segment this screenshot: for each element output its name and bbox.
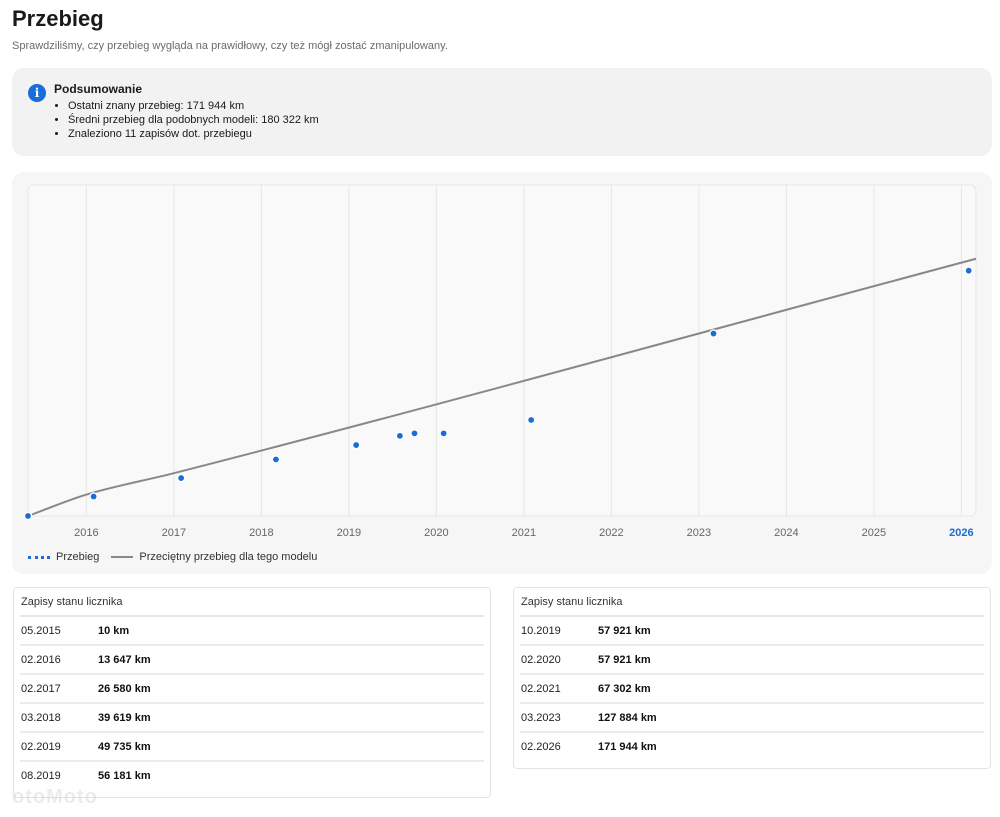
x-tick-label-2016: 2016 <box>74 527 98 539</box>
mileage-chart[interactable]: 2016 2017 2018 2019 2020 2021 2022 2023 2024 2025… <box>12 172 992 544</box>
x-tick-label-2023: 2023 <box>687 527 711 539</box>
record-km: 67 302 km <box>598 683 651 695</box>
data-point-mileage-6 <box>410 429 419 438</box>
table-row: 02.2016 13 647 km <box>20 646 484 675</box>
record-km: 10 km <box>98 625 130 637</box>
record-date: 08.2019 <box>21 770 61 782</box>
record-date: 03.2018 <box>21 712 61 724</box>
record-date: 02.2019 <box>21 741 61 753</box>
table-row: 02.2026 171 944 km <box>520 733 984 762</box>
summary-title: Podsumowanie <box>54 82 143 96</box>
x-tick-label-2021: 2021 <box>512 527 536 539</box>
data-point-mileage-9 <box>709 329 718 338</box>
summary-list: Ostatni znany przebieg: 171 944 km Średn… <box>68 99 319 141</box>
data-point-mileage-5 <box>395 431 405 441</box>
data-point-mileage-1 <box>89 492 98 501</box>
table-row: 02.2019 49 735 km <box>20 733 484 762</box>
summary-item-records-count: Znaleziono 11 zapisów dot. przebiegu <box>68 127 319 141</box>
table-row: 03.2023 127 884 km <box>520 704 984 733</box>
record-km: 13 647 km <box>98 654 151 666</box>
mileage-chart-card: 2016 2017 2018 2019 2020 2021 2022 2023 2024 2025… <box>12 172 992 574</box>
legend-item-mileage[interactable]: Przebieg <box>28 551 99 563</box>
legend-label-average: Przeciętny przebieg dla tego modelu <box>139 551 318 563</box>
record-km: 171 944 km <box>598 741 657 753</box>
plot-area <box>27 184 977 517</box>
x-tick-label-2025: 2025 <box>862 527 886 539</box>
page-title: Przebieg <box>12 6 104 31</box>
x-tick-label-2019: 2019 <box>337 527 361 539</box>
data-point-mileage-0 <box>23 511 33 521</box>
summary-item-last-mileage: Ostatni znany przebieg: 171 944 km <box>68 99 319 113</box>
data-point-mileage-3 <box>271 455 281 464</box>
series-line-average <box>27 257 977 517</box>
record-date: 02.2026 <box>521 741 561 753</box>
legend-swatch-average <box>111 556 134 558</box>
record-km: 127 884 km <box>598 712 657 724</box>
records-table-left: Zapisy stanu licznika 05.2015 10 km 02.20… <box>13 587 491 798</box>
x-tick-label-2020: 2020 <box>424 527 448 539</box>
page-subtitle: Sprawdziliśmy, czy przebieg wygląda na p… <box>12 40 448 52</box>
records-header: Zapisy stanu licznika <box>520 588 984 617</box>
data-point-mileage-2 <box>176 473 186 483</box>
data-point-mileage-10 <box>964 266 974 275</box>
summary-item-average-mileage: Średni przebieg dla podobnych modeli: 18… <box>68 113 319 127</box>
record-date: 02.2017 <box>21 683 61 695</box>
data-point-mileage-8 <box>526 415 536 425</box>
table-row: 05.2015 10 km <box>20 617 484 646</box>
records-table-right: Zapisy stanu licznika 10.2019 57 921 km 0… <box>513 587 991 769</box>
chart-legend: Przebieg Przeciętny przebieg dla tego mo… <box>28 551 329 563</box>
x-tick-label-2024: 2024 <box>774 527 798 539</box>
records-header: Zapisy stanu licznika <box>20 588 484 617</box>
record-km: 49 735 km <box>98 741 151 753</box>
table-row: 02.2021 67 302 km <box>520 675 984 704</box>
data-point-mileage-7 <box>439 429 448 438</box>
x-tick-label-2018: 2018 <box>249 527 273 539</box>
record-km: 56 181 km <box>98 770 151 782</box>
data-point-mileage-4 <box>351 440 361 450</box>
record-date: 02.2021 <box>521 683 561 695</box>
watermark-logo: otoMoto <box>12 786 98 808</box>
record-date: 02.2016 <box>21 654 61 666</box>
x-tick-label-2022: 2022 <box>599 527 623 539</box>
info-icon: i <box>28 84 46 102</box>
legend-swatch-mileage <box>28 555 50 559</box>
table-row: 02.2020 57 921 km <box>520 646 984 675</box>
legend-label-mileage: Przebieg <box>56 551 100 563</box>
x-tick-label-2026: 2026 <box>949 527 973 539</box>
record-km: 57 921 km <box>598 625 651 637</box>
record-date: 10.2019 <box>521 625 561 637</box>
record-km: 39 619 km <box>98 712 151 724</box>
table-row: 02.2017 26 580 km <box>20 675 484 704</box>
summary-box: i Podsumowanie Ostatni znany przebieg: 1… <box>12 68 992 156</box>
record-date: 03.2023 <box>521 712 561 724</box>
legend-item-average[interactable]: Przeciętny przebieg dla tego modelu <box>111 551 317 563</box>
record-km: 26 580 km <box>98 683 151 695</box>
table-row: 03.2018 39 619 km <box>20 704 484 733</box>
record-date: 02.2020 <box>521 654 561 666</box>
record-date: 05.2015 <box>21 625 61 637</box>
table-row: 10.2019 57 921 km <box>520 617 984 646</box>
table-row: 08.2019 56 181 km <box>20 762 484 791</box>
record-km: 57 921 km <box>598 654 651 666</box>
x-tick-label-2017: 2017 <box>162 527 186 539</box>
